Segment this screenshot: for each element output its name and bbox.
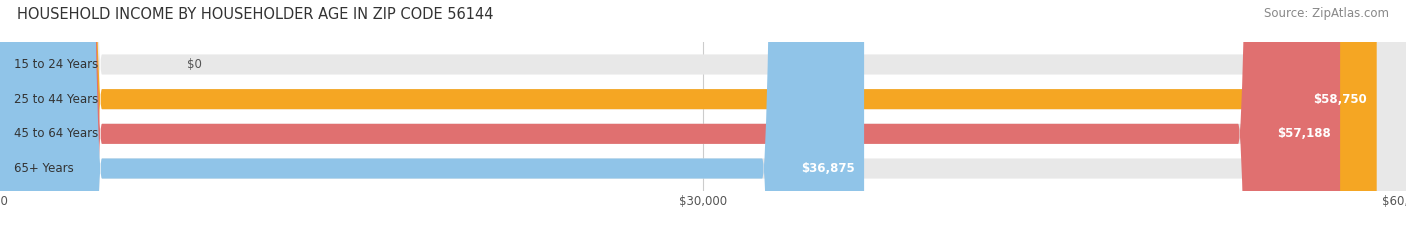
- Text: Source: ZipAtlas.com: Source: ZipAtlas.com: [1264, 7, 1389, 20]
- Text: $57,188: $57,188: [1277, 127, 1330, 140]
- Text: 15 to 24 Years: 15 to 24 Years: [14, 58, 98, 71]
- Text: $58,750: $58,750: [1313, 93, 1367, 106]
- Text: 65+ Years: 65+ Years: [14, 162, 73, 175]
- FancyBboxPatch shape: [0, 0, 1376, 233]
- Text: 25 to 44 Years: 25 to 44 Years: [14, 93, 98, 106]
- Text: HOUSEHOLD INCOME BY HOUSEHOLDER AGE IN ZIP CODE 56144: HOUSEHOLD INCOME BY HOUSEHOLDER AGE IN Z…: [17, 7, 494, 22]
- FancyBboxPatch shape: [0, 0, 1340, 233]
- Text: $36,875: $36,875: [801, 162, 855, 175]
- FancyBboxPatch shape: [0, 0, 865, 233]
- Text: $0: $0: [187, 58, 202, 71]
- Text: 45 to 64 Years: 45 to 64 Years: [14, 127, 98, 140]
